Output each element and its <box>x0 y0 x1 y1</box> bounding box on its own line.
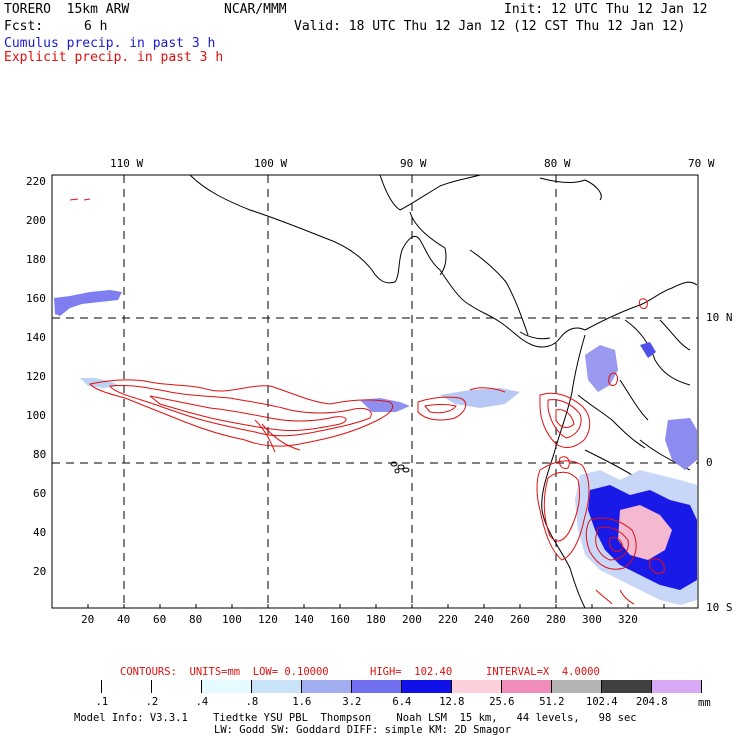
colorbar-swatch <box>452 680 502 693</box>
x-tick: 60 <box>153 613 167 626</box>
x-tick: 300 <box>582 613 602 626</box>
colorbar-swatch <box>202 680 252 693</box>
org-label: NCAR/MMM <box>224 2 287 17</box>
x-tick: 200 <box>402 613 422 626</box>
explicit-precip-contours <box>69 198 665 605</box>
fcst-value: 6 h <box>84 19 108 34</box>
colorbar-label: 1.6 <box>292 696 312 708</box>
x-tick: 320 <box>618 613 638 626</box>
colorbar-swatch <box>402 680 452 693</box>
colorbar-label: 12.8 <box>439 696 465 708</box>
colorbar-label: .1 <box>95 696 109 708</box>
colorbar-swatch <box>152 680 202 693</box>
contours-high: HIGH= 102.40 <box>370 666 453 678</box>
y-tick: 140 <box>26 331 46 344</box>
model-title: TORERO 15km ARW <box>4 2 130 17</box>
x-tick: 140 <box>294 613 314 626</box>
colorbar-label: 102.4 <box>586 696 618 708</box>
y-tick: 80 <box>33 448 47 461</box>
x-tick: 20 <box>81 613 95 626</box>
fcst-label: Fcst: <box>4 19 44 34</box>
colorbar-label: 25.6 <box>489 696 515 708</box>
x-tick: 80 <box>189 613 203 626</box>
legend-cumulus: Cumulus precip. in past 3 h <box>4 36 216 51</box>
x-tick: 220 <box>438 613 458 626</box>
legend-explicit: Explicit precip. in past 3 h <box>4 50 224 65</box>
y-tick: 160 <box>26 292 46 305</box>
y-tick: 180 <box>26 253 46 266</box>
footer-physics: LW: Godd SW: Goddard DIFF: simple KM: 2D… <box>214 724 512 736</box>
colorbar-unit: mm <box>698 697 711 709</box>
y-tick: 20 <box>33 565 47 578</box>
grid-lines <box>52 175 698 608</box>
colorbar-swatch <box>352 680 402 693</box>
colorbar-label: 51.2 <box>539 696 565 708</box>
cumulus-precip <box>54 290 697 605</box>
x-ticks-marks <box>87 604 665 608</box>
colorbar-swatch <box>502 680 552 693</box>
y-tick: 200 <box>26 214 46 227</box>
x-tick: 180 <box>366 613 386 626</box>
colorbar-label: 3.2 <box>342 696 362 708</box>
y-tick: 40 <box>33 526 47 539</box>
y-tick: 100 <box>26 409 46 422</box>
colorbar-swatch <box>302 680 352 693</box>
valid-time: Valid: 18 UTC Thu 12 Jan 12 (12 CST Thu … <box>294 19 686 34</box>
colorbar-swatch <box>552 680 602 693</box>
galapagos-islands <box>390 461 410 474</box>
x-tick: 100 <box>222 613 242 626</box>
lon-label: 70 W <box>688 157 715 170</box>
footer-model-info: Model Info: V3.3.1 Tiedtke YSU PBL Thomp… <box>74 712 637 724</box>
x-tick: 240 <box>474 613 494 626</box>
x-tick: 260 <box>510 613 530 626</box>
lon-label: 90 W <box>400 157 427 170</box>
lat-label: 0 <box>706 456 713 469</box>
lon-label: 80 W <box>544 157 571 170</box>
colorbar-swatch <box>52 680 102 693</box>
colorbar-label: .8 <box>245 696 259 708</box>
x-tick: 280 <box>546 613 566 626</box>
colorbar-label: 204.8 <box>636 696 668 708</box>
contours-info: CONTOURS: UNITS=mm LOW= 0.10000 <box>120 666 329 678</box>
colorbar-label: .2 <box>145 696 159 708</box>
colorbar-swatch <box>652 680 702 693</box>
x-tick: 160 <box>330 613 350 626</box>
y-tick: 120 <box>26 370 46 383</box>
colorbar-label: .4 <box>195 696 209 708</box>
colorbar-label: 6.4 <box>392 696 412 708</box>
lat-label: 10 N <box>706 311 733 324</box>
lon-label: 110 W <box>110 157 144 170</box>
colorbar-swatch <box>102 680 152 693</box>
init-time: Init: 12 UTC Thu 12 Jan 12 <box>504 2 708 17</box>
contours-interval: INTERVAL=X 4.0000 <box>486 666 600 678</box>
colorbar-swatch <box>252 680 302 693</box>
lat-label: 10 S <box>706 601 733 614</box>
lon-label: 100 W <box>254 157 288 170</box>
x-tick: 120 <box>258 613 278 626</box>
x-tick: 40 <box>117 613 131 626</box>
y-tick: 60 <box>33 487 47 500</box>
y-tick: 220 <box>26 175 46 188</box>
map-frame <box>51 174 699 609</box>
colorbar-swatch <box>602 680 652 693</box>
